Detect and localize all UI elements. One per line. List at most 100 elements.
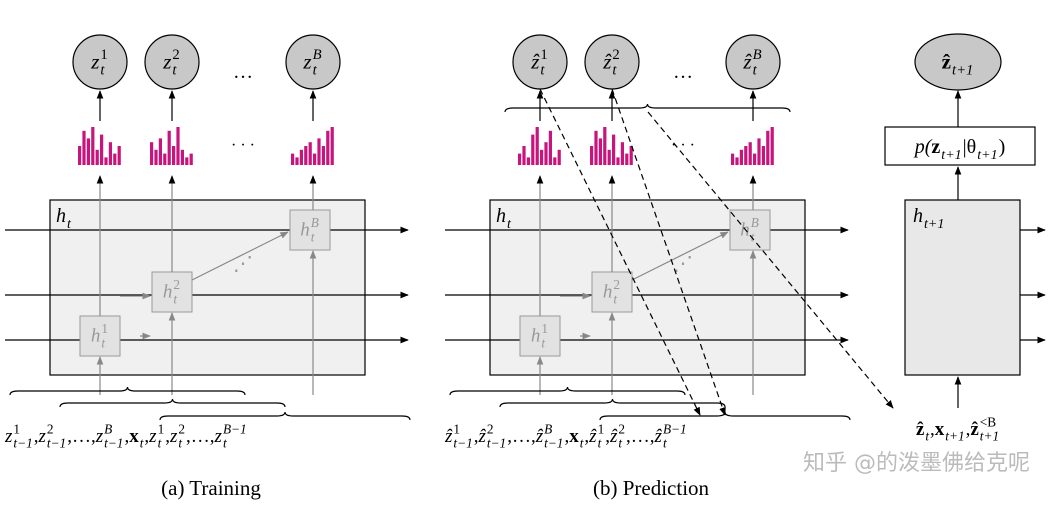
math-sub: t: [158, 436, 162, 451]
math-term: h t+1: [913, 205, 944, 232]
histogram-bar: [544, 142, 548, 165]
histogram-bar: [522, 146, 526, 165]
math-term: h Bt: [300, 215, 319, 244]
math-base: z: [931, 136, 940, 158]
math-base: …: [512, 426, 531, 447]
output-node: [144, 34, 200, 90]
math-sub: t: [612, 63, 617, 79]
separator: ,: [605, 426, 610, 447]
math-term: ẑ Bt−1: [535, 421, 564, 450]
math-base: z: [90, 49, 99, 73]
math-term: ẑ Bt: [742, 47, 761, 79]
math-sub: t: [101, 335, 105, 350]
histogram-bar: [598, 138, 602, 165]
math-term: ẑ t+1: [942, 49, 974, 78]
histogram-bar: [158, 138, 162, 165]
math-base: h: [300, 220, 310, 241]
math-term: h 1t: [531, 321, 548, 350]
histogram-bar: [620, 142, 624, 165]
math-term: ẑ 1t: [530, 47, 548, 79]
math-sub: t+1: [952, 63, 973, 79]
histogram-bar: [731, 153, 735, 165]
math-sup: 2: [172, 47, 179, 63]
math-sub: t: [663, 436, 667, 451]
math-base: x: [129, 426, 139, 447]
histogram-bar: [100, 134, 104, 165]
output-ellipsis: …: [673, 61, 693, 83]
math-sup: 2: [178, 421, 185, 436]
math-base: h: [531, 326, 541, 347]
separator: ,: [34, 426, 39, 447]
math-sub: t: [580, 436, 584, 451]
math-term: z t+1: [931, 136, 961, 163]
math-term: z Bt−1: [95, 421, 124, 450]
math-base: ẑ: [477, 426, 486, 447]
brace: [449, 386, 686, 396]
dashed-arrow: [647, 111, 894, 409]
math-sub: t: [753, 63, 758, 79]
arrow: [191, 231, 289, 281]
math-sup: 2: [173, 277, 180, 292]
histogram-bar: [603, 127, 607, 165]
math-sup: 2: [47, 421, 54, 436]
histogram-bar: [531, 134, 535, 165]
histogram-bar: [770, 127, 774, 165]
math-base: h: [56, 205, 66, 227]
math-sup: 1: [540, 47, 547, 63]
output-node: [725, 34, 781, 90]
histogram-bar: [330, 127, 334, 165]
math-base: ẑ: [444, 426, 453, 447]
histogram-bar: [86, 138, 90, 165]
separator: ,: [186, 426, 191, 447]
math-base: ẑ: [916, 419, 925, 440]
math-term: z 1t: [90, 47, 108, 79]
math-term: z Bt: [302, 47, 321, 79]
math-term: ẑ 2t: [609, 421, 625, 450]
math-sub: t−1: [544, 436, 563, 451]
histogram-bar: [117, 146, 121, 165]
math-base: ẑ: [588, 426, 597, 447]
separator: ,: [91, 426, 96, 447]
math-sup: 2: [618, 421, 625, 436]
math-base: z: [148, 426, 157, 447]
math-sub: t: [311, 229, 315, 244]
math-sub: t: [540, 63, 545, 79]
cell-box: [591, 271, 633, 313]
histogram-bar: [326, 130, 330, 165]
math-sup: B−1: [223, 421, 247, 436]
math-term: ẑ B−1t: [654, 421, 687, 450]
math-base: ẑ: [530, 49, 540, 73]
histogram-bar: [308, 142, 312, 165]
math-sub: t: [140, 436, 144, 451]
histogram-bar: [526, 157, 530, 165]
math-sup: 1: [100, 47, 107, 63]
separator: ,: [626, 426, 631, 447]
math-term: …: [512, 426, 531, 447]
histogram-bar: [744, 146, 748, 165]
histogram-bar: [548, 130, 552, 165]
histogram-bar: [163, 153, 167, 165]
math-term: p(: [913, 136, 933, 158]
output-node: [914, 33, 1002, 91]
math-sub: t−1: [487, 436, 506, 451]
math-base: …: [191, 426, 210, 447]
math-sup: B: [311, 215, 319, 230]
math-term: …: [72, 426, 91, 447]
math-term: ẑ 2t: [602, 47, 620, 79]
math-sub: t: [173, 291, 177, 306]
math-sup: 1: [598, 421, 605, 436]
histogram-bar: [761, 146, 765, 165]
math-sup: B: [753, 47, 762, 63]
histogram-bar: [313, 153, 317, 165]
math-sub: t: [598, 436, 602, 451]
brace: [59, 398, 286, 408]
math-sub: t−1: [13, 436, 32, 451]
math-sub: t+1: [941, 148, 961, 163]
histogram-bar: [154, 149, 158, 165]
math-term: z 1t−1: [4, 421, 33, 450]
cell-box: [151, 271, 193, 313]
